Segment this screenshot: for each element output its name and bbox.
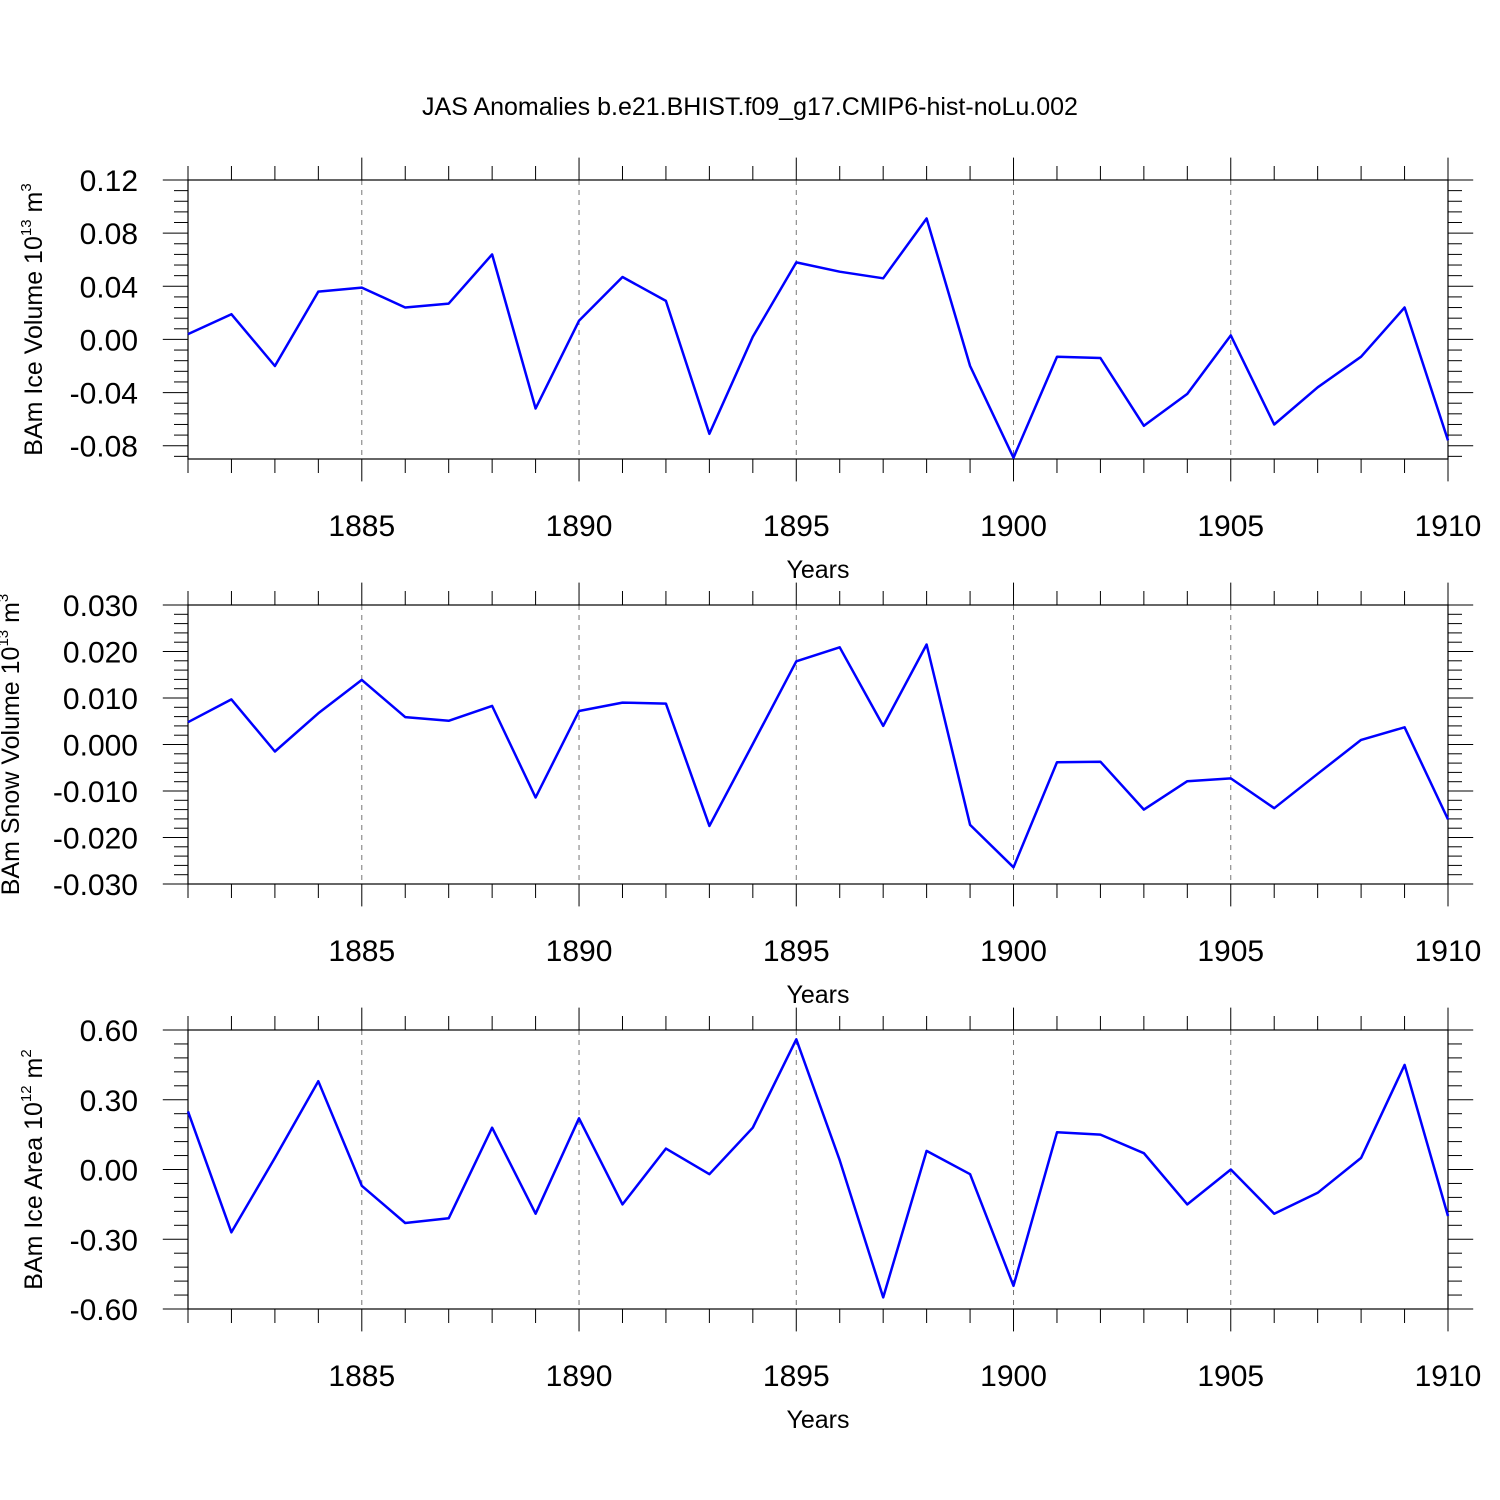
- x-axis-label: Years: [786, 981, 849, 1009]
- y-tick-label: -0.30: [70, 1224, 138, 1257]
- y-axis-label: BAm Ice Area 1012 m2: [18, 1049, 48, 1289]
- y-tick-label: 0.00: [80, 324, 138, 357]
- y-tick-label: 0.010: [63, 683, 138, 716]
- y-tick-label: -0.020: [53, 823, 138, 856]
- y-tick-label: -0.030: [53, 869, 138, 902]
- panel-2: 0.030 0.020 0.010 0.000 -0.010 -0.020 -0.030 18…: [0, 582, 1482, 1009]
- y-tick-label: 0.020: [63, 637, 138, 670]
- y-tick-label: 0.00: [80, 1155, 138, 1188]
- x-tick-label: 1895: [763, 935, 830, 968]
- panel-1: 0.12 0.08 0.04 0.00 -0.04 -0.08 1885 1890 1895 19…: [18, 157, 1482, 584]
- y-tick-label: -0.60: [70, 1294, 138, 1327]
- x-tick-label: 1885: [328, 935, 395, 968]
- x-tick-label: 1910: [1415, 935, 1482, 968]
- y-tick-label: 0.04: [80, 271, 138, 304]
- y-axis-label: BAm Ice Volume 1013 m3: [18, 183, 48, 455]
- x-axis-label: Years: [786, 1406, 849, 1434]
- x-tick-label: 1895: [763, 510, 830, 543]
- x-tick-label: 1905: [1197, 935, 1264, 968]
- y-axis-label: BAm Snow Volume 1013 m3: [0, 594, 25, 896]
- x-tick-label: 1900: [980, 510, 1047, 543]
- x-tick-label: 1905: [1197, 510, 1264, 543]
- x-tick-label: 1895: [763, 1360, 830, 1393]
- y-tick-label: -0.010: [53, 776, 138, 809]
- chart-title: JAS Anomalies b.e21.BHIST.f09_g17.CMIP6-…: [422, 93, 1078, 121]
- plot-frame: [187, 604, 1449, 885]
- y-tick-label: 0.60: [80, 1015, 138, 1048]
- y-tick-label: 0.30: [80, 1085, 138, 1118]
- y-tick-label: 0.030: [63, 590, 138, 623]
- y-tick-label: 0.08: [80, 218, 138, 251]
- plot-frame: [187, 179, 1449, 460]
- x-tick-label: 1890: [546, 510, 613, 543]
- panel-3: 0.60 0.30 0.00 -0.30 -0.60 1885 1890 1895 1900 19…: [18, 1007, 1482, 1434]
- y-tick-label: -0.08: [70, 431, 138, 464]
- x-tick-label: 1885: [328, 1360, 395, 1393]
- x-tick-label: 1905: [1197, 1360, 1264, 1393]
- x-tick-label: 1900: [980, 1360, 1047, 1393]
- series-line: [187, 217, 1450, 459]
- series-line: [186, 1038, 1450, 1299]
- x-axis-label: Years: [786, 556, 849, 584]
- series-line: [187, 643, 1450, 869]
- x-tick-label: 1885: [328, 510, 395, 543]
- y-tick-label: 0.000: [63, 730, 138, 763]
- y-tick-label: 0.12: [80, 165, 138, 198]
- x-tick-label: 1910: [1415, 1360, 1482, 1393]
- y-tick-label: -0.04: [70, 378, 138, 411]
- x-tick-label: 1910: [1415, 510, 1482, 543]
- plot-frame: [187, 1029, 1449, 1310]
- x-tick-label: 1900: [980, 935, 1047, 968]
- x-tick-label: 1890: [546, 1360, 613, 1393]
- x-tick-label: 1890: [546, 935, 613, 968]
